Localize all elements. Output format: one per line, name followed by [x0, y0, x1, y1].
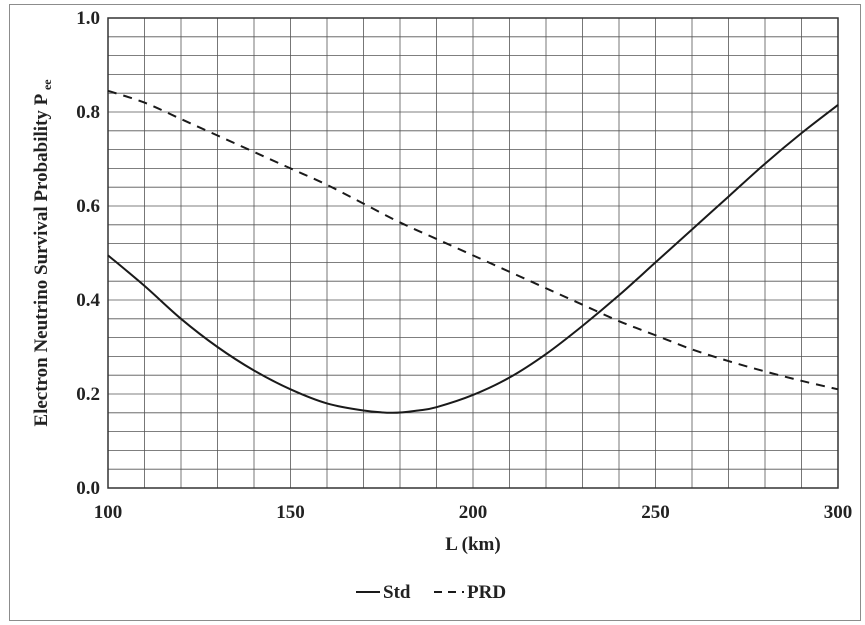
y-tick-label: 0.6	[76, 196, 100, 217]
x-tick-label: 300	[824, 502, 853, 523]
x-tick-label: 100	[94, 502, 123, 523]
grid-lines	[108, 18, 838, 488]
y-tick-label: 1.0	[76, 8, 100, 29]
legend-label-prd: PRD	[467, 582, 506, 603]
legend: Std PRD	[356, 582, 506, 603]
y-tick-label: 0.4	[76, 290, 100, 311]
x-tick-label: 200	[459, 502, 488, 523]
chart-frame	[9, 4, 861, 621]
y-tick-label: 0.2	[76, 384, 100, 405]
y-tick-labels: 0.0 0.2 0.4 0.6 0.8 1.0	[76, 8, 100, 499]
y-axis-label-subscript: ee	[40, 79, 54, 90]
series-layer	[107, 89, 839, 414]
series-line-prd	[107, 89, 839, 391]
x-tick-labels: 100 150 200 250 300	[94, 502, 853, 523]
y-tick-label: 0.8	[76, 102, 100, 123]
series-line-std	[107, 104, 839, 414]
x-tick-label: 250	[641, 502, 670, 523]
y-axis-label: Electron Neutrino Survival Probability P…	[31, 79, 54, 427]
x-tick-label: 150	[276, 502, 305, 523]
legend-label-std: Std	[383, 582, 411, 603]
y-tick-label: 0.0	[76, 478, 100, 499]
y-axis-label-main: Electron Neutrino Survival Probability P	[31, 93, 52, 426]
x-axis-label: L (km)	[445, 534, 500, 555]
plot-area-border	[107, 17, 839, 489]
